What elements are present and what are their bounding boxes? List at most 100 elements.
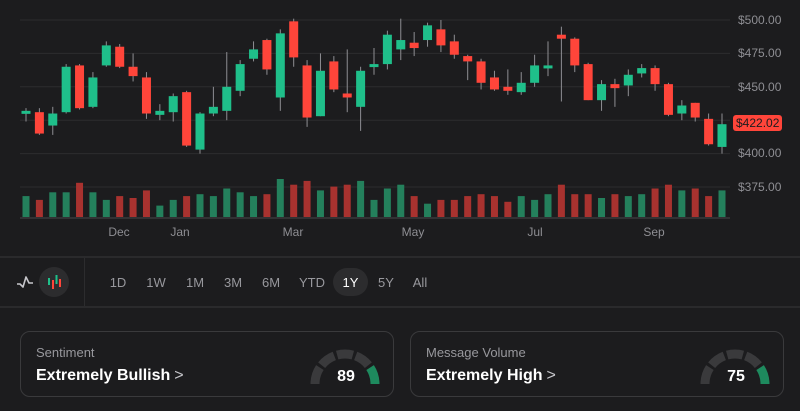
candlestick-chart-button[interactable] [39, 267, 69, 297]
candle[interactable] [249, 41, 259, 62]
candle[interactable] [650, 65, 660, 91]
x-tick-label: Dec [108, 225, 130, 239]
candle[interactable] [623, 69, 633, 97]
candle[interactable] [289, 18, 299, 67]
x-tick-label: May [401, 225, 425, 239]
candle[interactable] [597, 80, 607, 111]
line-chart-button[interactable] [14, 258, 36, 306]
candle[interactable] [61, 64, 71, 114]
message-volume-score: 75 [727, 368, 745, 385]
range-1m-button[interactable]: 1M [185, 274, 205, 290]
candle[interactable] [409, 32, 419, 57]
volume-bar [142, 190, 150, 217]
volume-bar [624, 196, 632, 217]
volume-bar [678, 190, 686, 217]
candle[interactable] [610, 78, 620, 107]
range-6m-button[interactable]: 6M [261, 274, 281, 290]
current-price-tag: $422.02 [733, 115, 783, 131]
candle[interactable] [128, 53, 138, 82]
candle[interactable] [503, 69, 513, 95]
volume-bar [129, 198, 137, 217]
candle[interactable] [75, 64, 85, 110]
candle[interactable] [690, 102, 700, 122]
candle[interactable] [583, 62, 593, 101]
candle[interactable] [195, 112, 205, 154]
message-volume-value: Extremely High > [426, 367, 556, 384]
volume-bar [276, 179, 284, 217]
volume-bar [263, 194, 271, 217]
candle[interactable] [235, 60, 245, 97]
candle[interactable] [369, 48, 379, 75]
candle[interactable] [34, 108, 44, 135]
sentiment-label: Sentiment [36, 345, 95, 360]
range-1y-button[interactable]: 1Y [333, 268, 368, 296]
candle[interactable] [168, 93, 178, 122]
candle[interactable] [21, 108, 31, 122]
y-tick-label: $500.00 [738, 13, 782, 27]
candle[interactable] [530, 54, 540, 87]
candle[interactable] [677, 100, 687, 121]
x-tick-label: Jan [170, 225, 190, 239]
volume-bar [664, 184, 672, 217]
volume-bar [557, 184, 565, 217]
sentiment-card[interactable]: Sentiment Extremely Bullish > 89 [20, 331, 394, 397]
candle[interactable] [329, 56, 339, 93]
candle[interactable] [489, 70, 499, 91]
candle[interactable] [115, 44, 125, 69]
candle[interactable] [208, 86, 218, 117]
candle[interactable] [449, 34, 459, 59]
candle[interactable] [88, 72, 98, 109]
line-chart-icon [17, 276, 33, 288]
candle[interactable] [356, 66, 366, 131]
range-1d-button[interactable]: 1D [109, 274, 127, 290]
candle[interactable] [637, 64, 647, 78]
range-5y-button[interactable]: 5Y [378, 274, 394, 290]
message-volume-gauge [700, 349, 770, 385]
volume-bar [223, 188, 231, 217]
volume-bar [544, 194, 552, 217]
range-1w-button[interactable]: 1W [146, 274, 166, 290]
message-volume-card[interactable]: Message Volume Extremely High > 75 [410, 331, 784, 397]
candle[interactable] [101, 41, 111, 67]
candle[interactable] [423, 22, 433, 47]
candle[interactable] [302, 60, 312, 127]
candle[interactable] [222, 52, 232, 121]
volume-bar [477, 194, 485, 217]
volume-bar [424, 203, 432, 217]
volume-bar [397, 184, 405, 217]
range-all-button[interactable]: All [412, 274, 428, 290]
candle[interactable] [155, 104, 165, 121]
candle[interactable] [463, 54, 473, 81]
candle[interactable] [275, 29, 285, 111]
candle[interactable] [262, 38, 272, 75]
volume-bar [370, 199, 378, 217]
candle[interactable] [556, 26, 566, 102]
candle[interactable] [717, 113, 727, 154]
y-tick-label: $400.00 [738, 146, 782, 160]
candle[interactable] [436, 20, 446, 53]
candle[interactable] [476, 58, 486, 90]
divider [0, 256, 800, 258]
candle[interactable] [182, 90, 192, 147]
candle[interactable] [543, 41, 553, 77]
volume-bar [76, 182, 84, 217]
candle[interactable] [141, 72, 151, 119]
candle[interactable] [382, 30, 392, 70]
candle[interactable] [516, 72, 526, 95]
range-3m-button[interactable]: 3M [223, 274, 243, 290]
volume-bar [316, 190, 324, 217]
candle[interactable] [48, 106, 58, 135]
candlestick-plot[interactable] [0, 0, 800, 256]
candle[interactable] [396, 18, 406, 61]
candle[interactable] [570, 37, 580, 73]
candle[interactable] [663, 82, 673, 117]
range-ytd-button[interactable]: YTD [299, 274, 325, 290]
candle[interactable] [342, 49, 352, 113]
candle[interactable] [704, 113, 714, 146]
toolbar-separator [84, 258, 85, 306]
volume-bar [250, 196, 258, 217]
y-tick-label: $475.00 [738, 46, 782, 60]
price-chart[interactable]: $500.00 $475.00 $450.00 $422.02 $400.00 … [0, 0, 800, 256]
candle[interactable] [315, 53, 325, 117]
volume-bar [156, 205, 164, 217]
